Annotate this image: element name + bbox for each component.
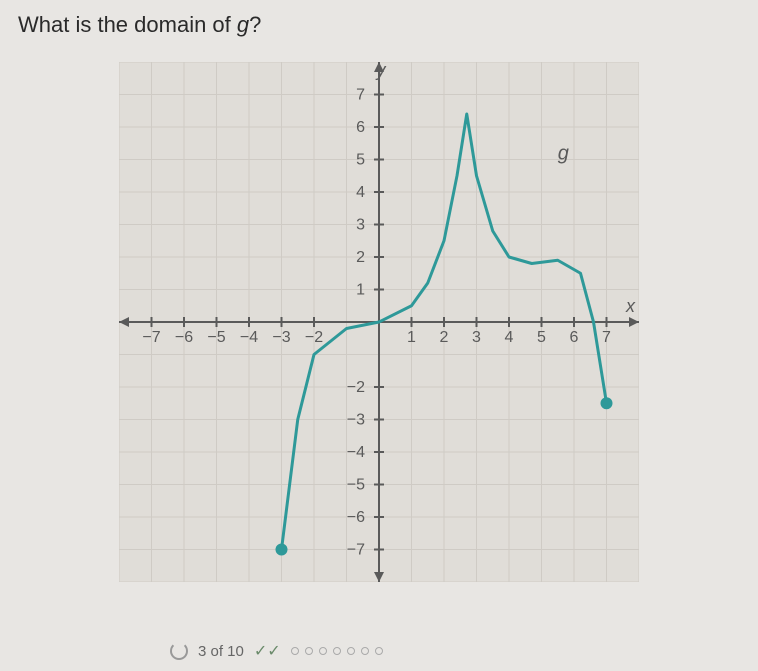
- question-text: What is the domain of g?: [18, 12, 740, 38]
- chart-svg: −7 −6 −5 −4 −3 −2 1 2 3 4 5 6 7 7 6 5 4 3 2 1 −2 −3 −4 −5 −6 −7 y x…: [119, 62, 639, 582]
- svg-text:3: 3: [472, 329, 481, 346]
- check-icons: ✓✓: [254, 641, 281, 661]
- svg-text:−7: −7: [347, 542, 365, 559]
- refresh-icon[interactable]: [170, 642, 188, 660]
- svg-text:−2: −2: [347, 379, 365, 396]
- progress-dot[interactable]: [291, 647, 299, 655]
- progress-dot[interactable]: [305, 647, 313, 655]
- svg-text:−4: −4: [240, 329, 258, 346]
- svg-text:−3: −3: [347, 412, 365, 429]
- svg-text:−3: −3: [272, 329, 290, 346]
- svg-text:−5: −5: [347, 477, 365, 494]
- progress-dot[interactable]: [319, 647, 327, 655]
- svg-text:y: y: [375, 62, 387, 80]
- question-suffix: ?: [249, 12, 261, 37]
- svg-text:2: 2: [356, 249, 365, 266]
- svg-text:4: 4: [505, 329, 514, 346]
- progress-dot[interactable]: [361, 647, 369, 655]
- svg-text:7: 7: [356, 87, 365, 104]
- svg-text:−7: −7: [142, 329, 160, 346]
- svg-text:−6: −6: [347, 509, 365, 526]
- svg-text:5: 5: [537, 329, 546, 346]
- svg-text:−6: −6: [175, 329, 193, 346]
- svg-text:−5: −5: [207, 329, 225, 346]
- progress-dot[interactable]: [347, 647, 355, 655]
- svg-text:1: 1: [356, 282, 365, 299]
- svg-text:7: 7: [602, 329, 611, 346]
- progress-dot[interactable]: [333, 647, 341, 655]
- question-prefix: What is the domain of: [18, 12, 237, 37]
- svg-text:−4: −4: [347, 444, 365, 461]
- pagination: 3 of 10 ✓✓: [170, 641, 383, 661]
- svg-text:1: 1: [407, 329, 416, 346]
- svg-text:x: x: [625, 296, 636, 316]
- svg-text:5: 5: [356, 152, 365, 169]
- svg-text:4: 4: [356, 184, 365, 201]
- domain-chart: −7 −6 −5 −4 −3 −2 1 2 3 4 5 6 7 7 6 5 4 3 2 1 −2 −3 −4 −5 −6 −7 y x…: [119, 62, 639, 582]
- svg-text:g: g: [558, 143, 569, 165]
- svg-text:3: 3: [356, 217, 365, 234]
- svg-text:−2: −2: [305, 329, 323, 346]
- svg-text:6: 6: [570, 329, 579, 346]
- chart-container: −7 −6 −5 −4 −3 −2 1 2 3 4 5 6 7 7 6 5 4 3 2 1 −2 −3 −4 −5 −6 −7 y x…: [18, 62, 740, 582]
- svg-text:2: 2: [440, 329, 449, 346]
- progress-dots: [291, 647, 383, 655]
- pager-text: 3 of 10: [198, 643, 244, 660]
- question-func: g: [237, 12, 249, 37]
- svg-text:6: 6: [356, 119, 365, 136]
- progress-dot[interactable]: [375, 647, 383, 655]
